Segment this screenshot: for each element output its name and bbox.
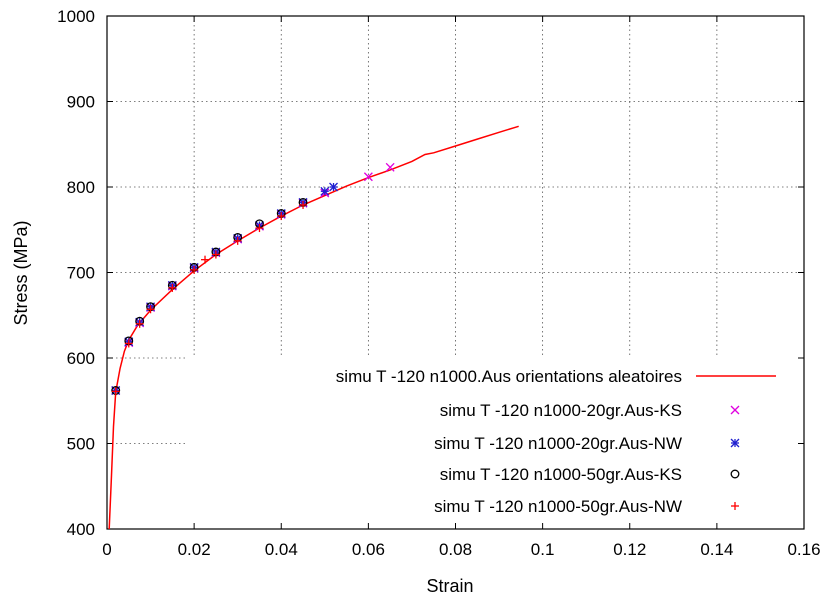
tick-labels: 0 0.02 0.04 0.06 0.08 0.1 0.12 0.14 0.16 400 500 60…: [57, 7, 820, 559]
y-tick-label: 700: [67, 264, 95, 283]
data-point-plus: [277, 212, 286, 221]
x-tick-label: 0.16: [787, 540, 820, 559]
legend: simu T -120 n1000.Aus orientations aleat…: [336, 367, 776, 516]
y-tick-label: 600: [67, 349, 95, 368]
legend-marker-asterisk: [730, 438, 740, 448]
x-tick-label: 0.02: [178, 540, 211, 559]
y-tick-label: 800: [67, 178, 95, 197]
data-point-asterisk: [320, 186, 330, 196]
grid-lines: [107, 16, 804, 444]
x-tick-label: 0.1: [531, 540, 555, 559]
plot-frame: [106, 15, 805, 530]
data-point-asterisk: [329, 182, 338, 192]
x-tick-label: 0.12: [613, 540, 646, 559]
legend-marker-plus: [731, 502, 739, 510]
y-tick-label: 400: [67, 520, 95, 539]
legend-marker-circle: [730, 469, 740, 479]
x-tick-label: 0.08: [439, 540, 472, 559]
data-point-plus: [211, 250, 220, 259]
data-point-plus: [168, 283, 177, 292]
legend-label: simu T -120 n1000-20gr.Aus-NW: [434, 434, 682, 453]
legend-marker-x: [730, 405, 740, 415]
y-axis-title: Stress (MPa): [11, 220, 31, 325]
data-point-plus: [146, 305, 155, 314]
x-tick-label: 0.06: [352, 540, 385, 559]
data-point-plus: [201, 255, 210, 264]
legend-label: simu T -120 n1000.Aus orientations aleat…: [336, 367, 682, 386]
data-point-x: [363, 172, 373, 182]
x-tick-label: 0: [102, 540, 111, 559]
data-point-plus: [233, 236, 242, 245]
data-point-plus: [135, 319, 144, 328]
data-point-plus: [124, 339, 133, 348]
data-point-plus: [190, 265, 199, 274]
x-axis-title: Strain: [426, 576, 473, 596]
data-series: [108, 125, 519, 530]
axes: [106, 15, 805, 530]
x-tick-label: 0.04: [265, 540, 298, 559]
data-point-x: [385, 162, 395, 172]
data-point-plus: [299, 200, 308, 209]
legend-label: simu T -120 n1000-50gr.Aus-NW: [434, 497, 682, 516]
legend-label: simu T -120 n1000-50gr.Aus-KS: [440, 465, 682, 484]
y-tick-label: 1000: [57, 7, 95, 26]
data-point-plus: [111, 387, 120, 396]
x-tick-label: 0.14: [700, 540, 733, 559]
data-point-plus: [255, 224, 264, 233]
legend-label: simu T -120 n1000-20gr.Aus-KS: [440, 401, 682, 420]
y-tick-label: 500: [67, 435, 95, 454]
y-tick-label: 900: [67, 93, 95, 112]
